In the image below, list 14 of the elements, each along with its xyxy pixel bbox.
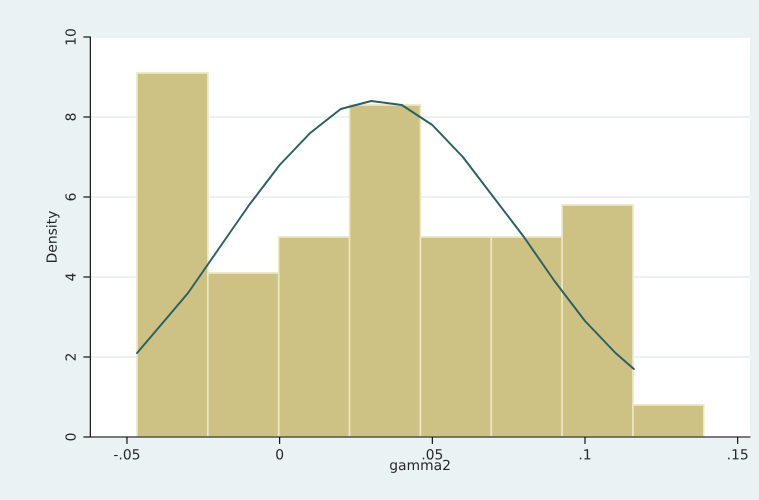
y-tick-label: 8 (65, 114, 76, 120)
x-tick-label: 0 (276, 449, 284, 460)
x-axis-title: gamma2 (390, 460, 450, 473)
y-tick-label: 2 (65, 354, 76, 360)
y-tick-label: 6 (65, 193, 76, 200)
y-tick-label: 4 (66, 273, 76, 281)
y-axis-title: Density (46, 211, 60, 262)
x-tick-label: .1 (580, 449, 590, 460)
x-tick-label: .05 (422, 449, 442, 460)
line-series (136, 100, 635, 370)
x-tick-label: .15 (728, 449, 748, 460)
x-tick-label: -.05 (114, 449, 140, 460)
y-tick-label: 10 (65, 29, 76, 44)
y-tick-label: 0 (65, 434, 76, 441)
